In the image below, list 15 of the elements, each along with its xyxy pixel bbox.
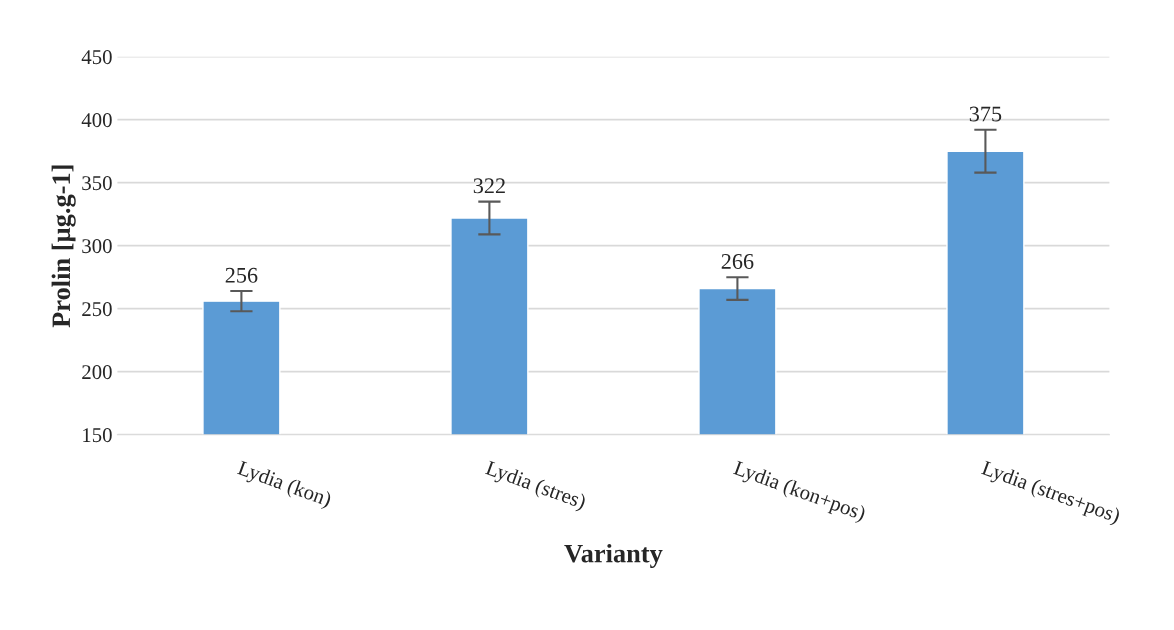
data-label: 322 (473, 178, 505, 194)
data-label: 256 (225, 267, 258, 283)
y-tick-label: 300 (82, 239, 112, 254)
x-axis-title: Varianty (564, 543, 663, 568)
x-tick-label: Lydia (kon) (235, 459, 333, 511)
y-tick-label: 200 (82, 365, 112, 380)
y-tick-label: 400 (81, 113, 112, 128)
y-tick-label: 150 (83, 428, 112, 443)
data-label: 375 (969, 106, 1002, 122)
y-tick-label: 350 (82, 176, 112, 191)
y-axis-title: Prolin [µg.g-1] (51, 165, 76, 328)
y-tick-label: 450 (81, 50, 112, 65)
x-tick-label: Lydia (stres) (483, 459, 587, 514)
y-tick-label: 250 (82, 302, 112, 317)
data-label: 266 (721, 253, 754, 269)
